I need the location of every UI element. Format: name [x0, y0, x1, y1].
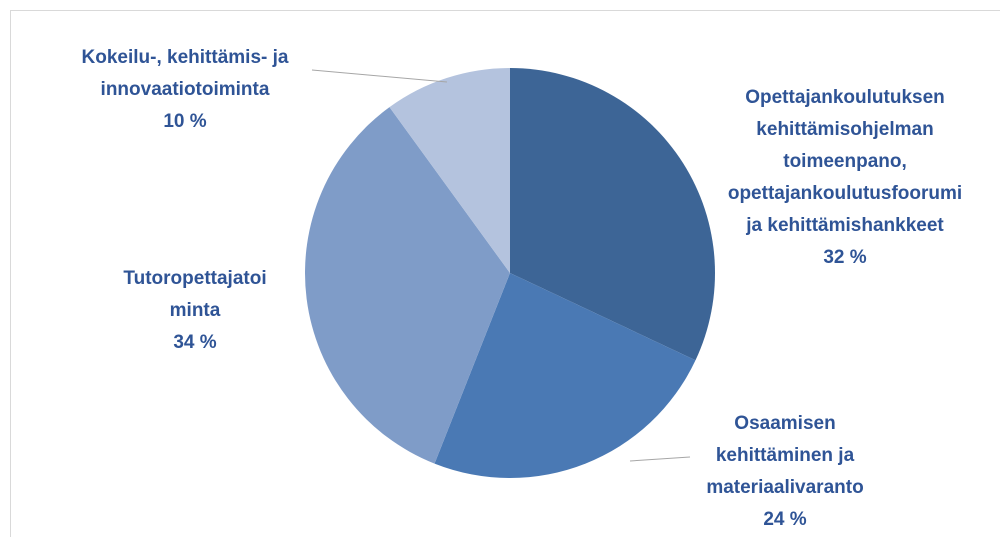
category-label: Tutoropettajatoi minta [123, 268, 267, 321]
pie-slice [389, 68, 510, 273]
leader-line [311, 69, 448, 83]
leader-line [629, 456, 691, 462]
category-label: Osaamisen kehittäminen ja materiaalivara… [706, 413, 864, 498]
category-label: Opettajankoulutuksen kehittämisohjelman … [727, 87, 963, 236]
chart-border [10, 10, 1000, 537]
value-label: 10 % [163, 111, 207, 132]
slice-label: Tutoropettajatoi minta 34 % [123, 263, 266, 359]
category-label: Kokeilu-, kehittämis- ja innovaatiotoimi… [81, 47, 289, 100]
slice-label: Kokeilu-, kehittämis- ja innovaatiotoimi… [82, 42, 289, 138]
slice-label: Osaamisen kehittäminen ja materiaalivara… [706, 408, 863, 536]
pie-slice [305, 107, 510, 464]
slice-label: Opettajankoulutuksen kehittämisohjelman … [728, 82, 962, 274]
value-label: 34 % [173, 332, 217, 353]
pie-slice [434, 273, 696, 479]
value-label: 32 % [823, 247, 867, 268]
value-label: 24 % [763, 509, 807, 530]
pie-slice [510, 68, 715, 361]
